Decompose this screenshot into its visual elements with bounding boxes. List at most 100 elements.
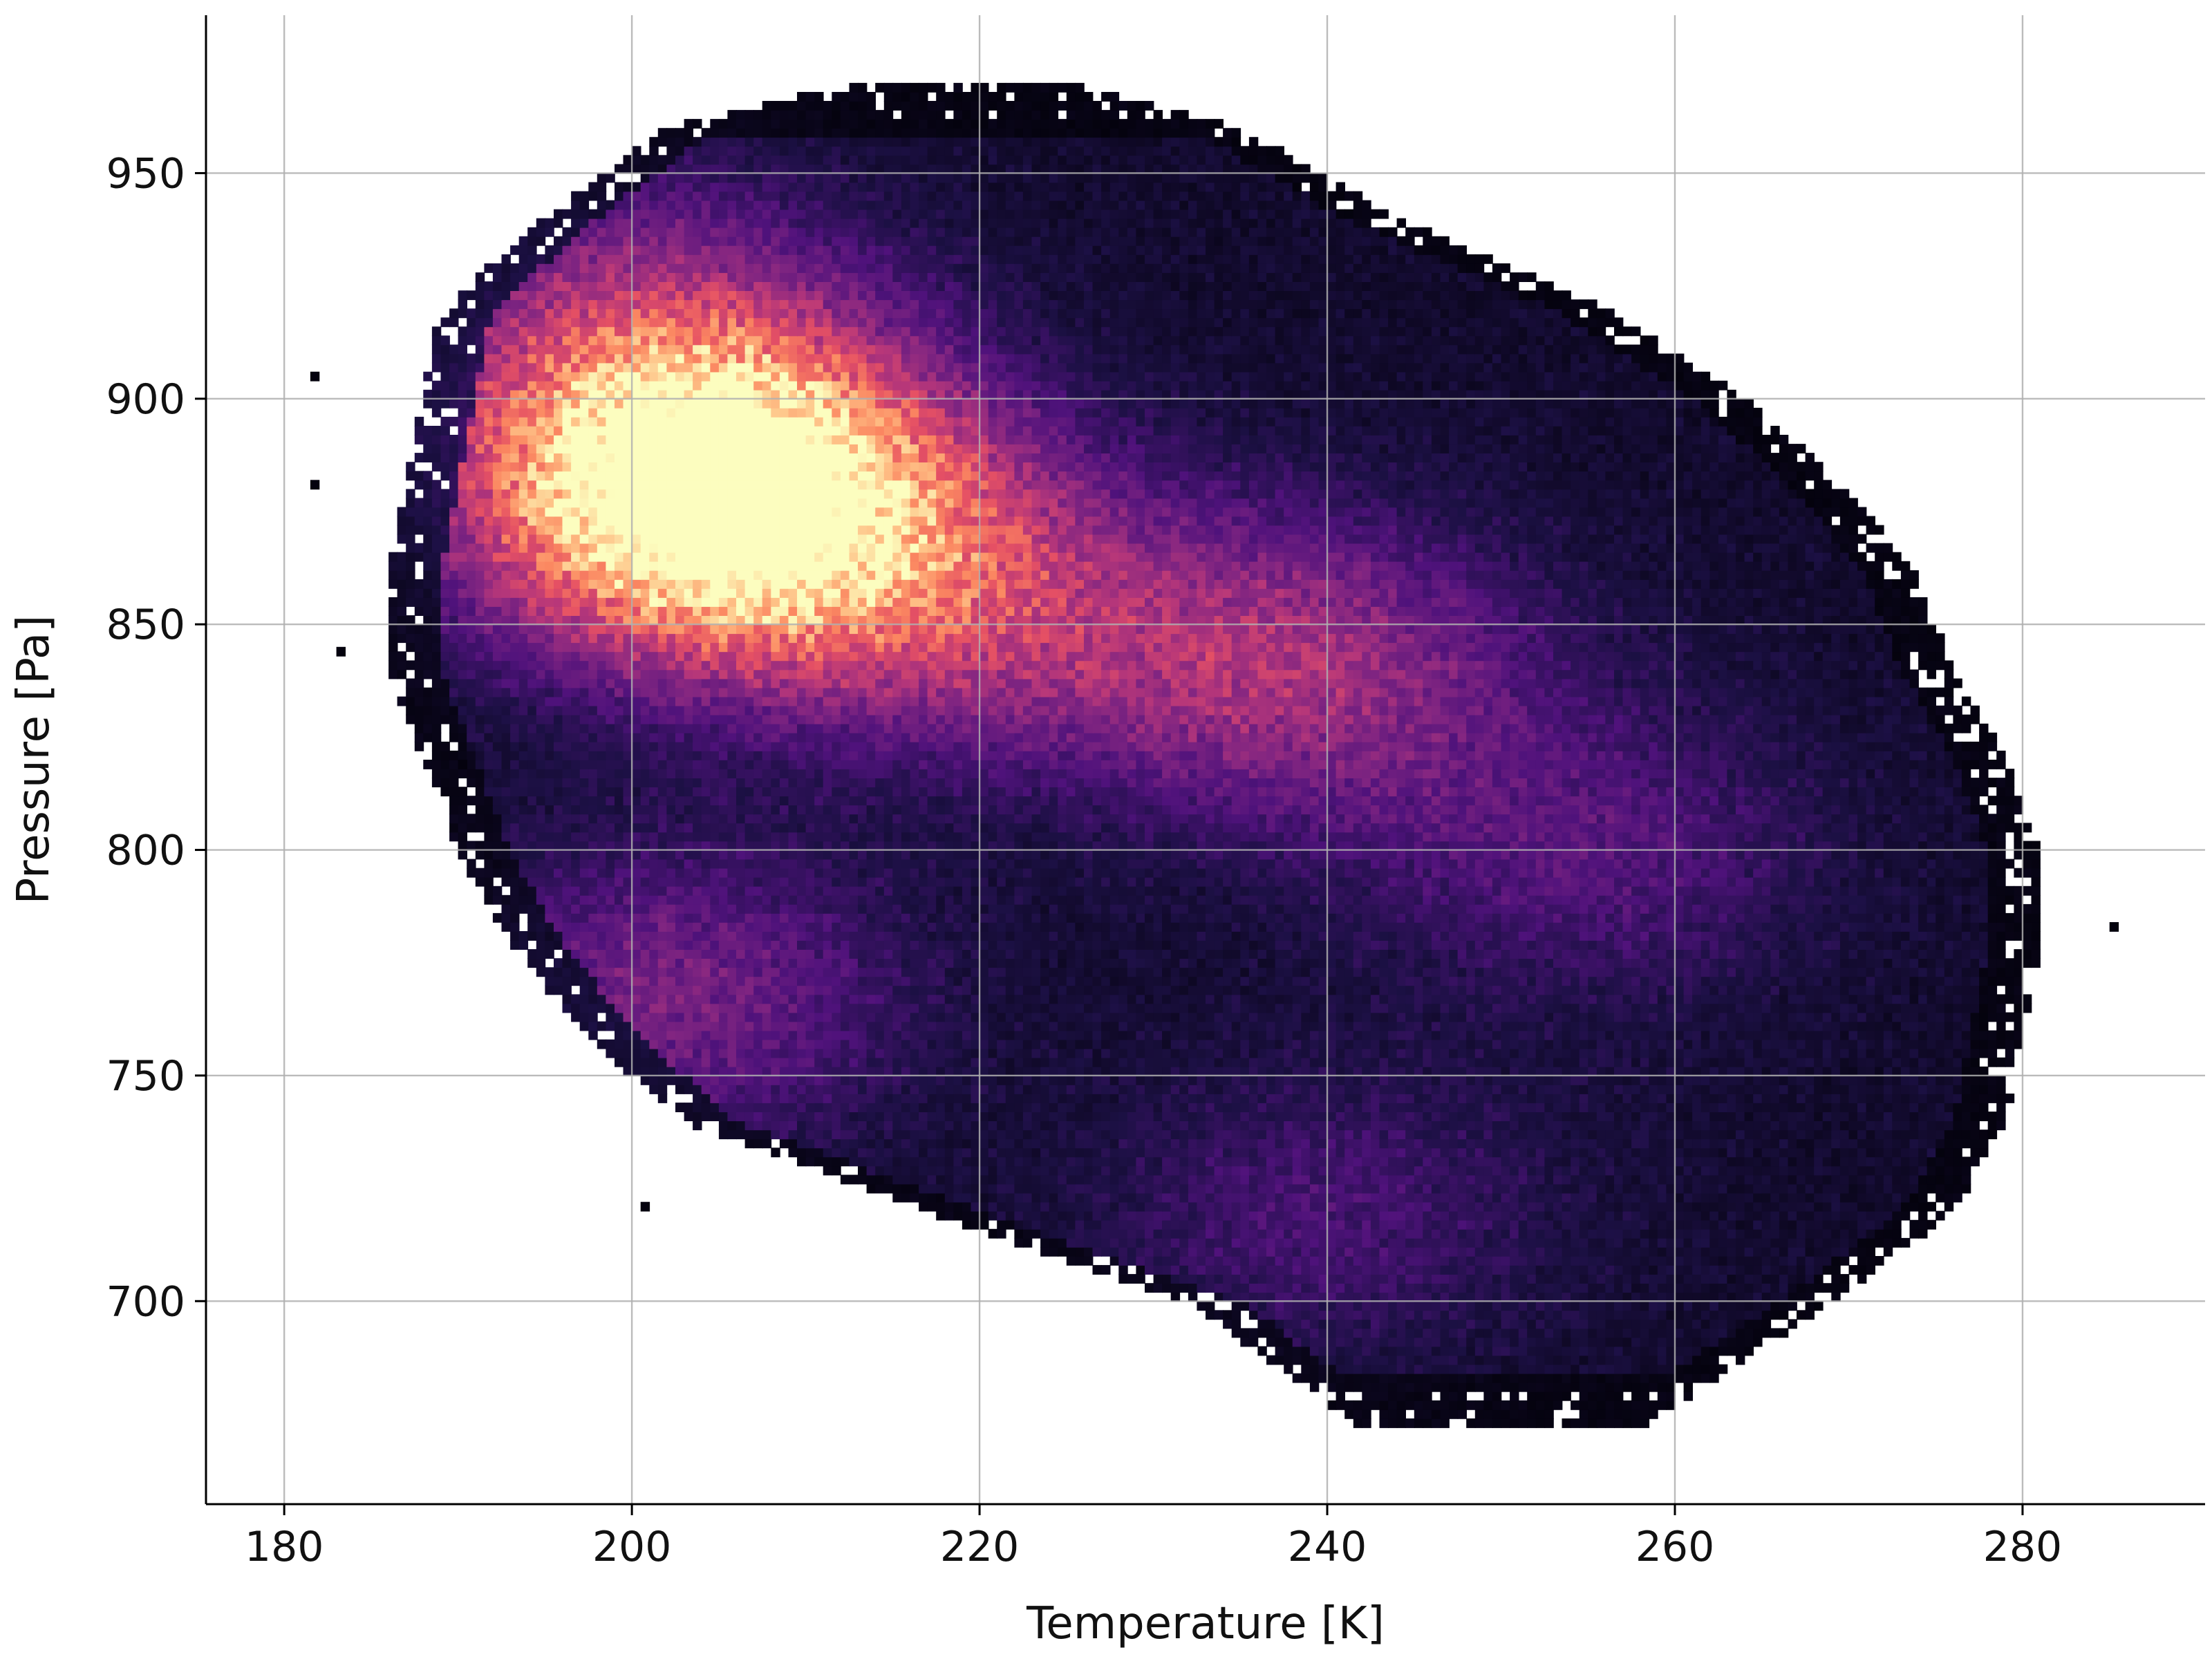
heatmap-cell	[1501, 1246, 1510, 1257]
heatmap-cell	[1223, 1147, 1232, 1158]
heatmap-cell	[1179, 1085, 1189, 1094]
heatmap-cell	[1657, 1274, 1667, 1284]
heatmap-cell	[1631, 1192, 1641, 1203]
heatmap-cell	[1510, 1165, 1519, 1176]
heatmap-cell	[1535, 1319, 1546, 1329]
heatmap-cell	[1405, 1103, 1415, 1112]
heatmap-cell	[840, 1003, 850, 1013]
heatmap-cell	[1518, 1021, 1528, 1031]
heatmap-cell	[1136, 1183, 1145, 1194]
heatmap-cell	[1944, 1156, 1954, 1167]
heatmap-cell	[988, 1085, 998, 1094]
heatmap-cell	[919, 1112, 928, 1121]
heatmap-cell	[1744, 1103, 1754, 1112]
heatmap-cell	[771, 1030, 780, 1040]
heatmap-cell	[1109, 1012, 1120, 1022]
heatmap-cell	[1449, 1085, 1459, 1094]
heatmap-cell	[1631, 1147, 1641, 1158]
heatmap-cell	[1353, 1382, 1363, 1392]
heatmap-cell	[1866, 1265, 1875, 1275]
heatmap-cell	[1379, 1256, 1389, 1266]
heatmap-cell	[1101, 1210, 1111, 1221]
heatmap-cell	[1779, 1183, 1789, 1194]
heatmap-cell	[1405, 1219, 1415, 1230]
heatmap-cell	[1779, 1328, 1789, 1338]
heatmap-cell	[1127, 1112, 1137, 1121]
heatmap-cell	[927, 1156, 937, 1167]
heatmap-cell	[910, 1165, 919, 1176]
heatmap-cell	[1118, 1112, 1128, 1121]
heatmap-cell	[1675, 1265, 1685, 1275]
heatmap-cell	[1040, 1156, 1050, 1167]
heatmap-cell	[1675, 1237, 1685, 1248]
heatmap-cell	[919, 1021, 928, 1031]
heatmap-cell	[1031, 1201, 1041, 1212]
heatmap-cell	[1822, 1012, 1833, 1022]
heatmap-cell	[1335, 1174, 1345, 1185]
heatmap-cell	[1518, 1012, 1528, 1022]
heatmap-cell	[1223, 1156, 1232, 1167]
heatmap-cell	[1257, 1219, 1267, 1230]
heatmap-cell	[1379, 1265, 1389, 1275]
heatmap-cell	[1518, 1355, 1528, 1365]
heatmap-cell	[1118, 1174, 1128, 1185]
heatmap-cell	[1466, 1328, 1476, 1338]
heatmap-cell	[1700, 1147, 1711, 1158]
heatmap-cell	[1883, 1121, 1893, 1131]
heatmap-cell	[1292, 1319, 1302, 1329]
heatmap-cell	[1883, 1246, 1893, 1257]
heatmap-cell	[1614, 1130, 1624, 1140]
heatmap-cell	[1327, 1301, 1337, 1311]
heatmap-cell	[1109, 1085, 1120, 1094]
heatmap-cell	[953, 1103, 963, 1112]
heatmap-cell	[1301, 1246, 1311, 1257]
heatmap-cell	[1588, 1409, 1597, 1419]
heatmap-cell	[1683, 1373, 1693, 1383]
heatmap-cell	[1579, 1283, 1589, 1293]
heatmap-cell	[1466, 1003, 1476, 1013]
heatmap-cell	[832, 1130, 841, 1140]
heatmap-cell	[1335, 1346, 1345, 1356]
heatmap-cell	[1240, 1256, 1250, 1266]
heatmap-cell	[1101, 1039, 1111, 1049]
heatmap-cell	[1761, 1030, 1772, 1040]
heatmap-cell	[1457, 1265, 1467, 1275]
heatmap-cell	[1197, 1066, 1206, 1076]
heatmap-cell	[1040, 1075, 1050, 1085]
heatmap-cell	[1631, 1346, 1641, 1356]
heatmap-cell	[1362, 1265, 1371, 1275]
heatmap-cell	[1170, 1147, 1181, 1158]
heatmap-cell	[1370, 1048, 1380, 1058]
heatmap-cell	[797, 1130, 807, 1140]
heatmap-cell	[1223, 1094, 1232, 1103]
heatmap-cell	[1596, 1094, 1606, 1103]
heatmap-cell	[1588, 1355, 1597, 1365]
heatmap-cell	[1075, 1112, 1085, 1121]
heatmap-cell	[988, 1147, 998, 1158]
heatmap-cell	[1335, 1156, 1345, 1167]
heatmap-cell	[1571, 1183, 1580, 1194]
heatmap-cell	[1631, 1355, 1641, 1365]
heatmap-cell	[1414, 1085, 1424, 1094]
heatmap-cell	[1275, 1265, 1284, 1275]
heatmap-cell	[1483, 1265, 1493, 1275]
heatmap-cell	[1562, 1265, 1571, 1275]
heatmap-cell	[1214, 1192, 1224, 1203]
heatmap-cell	[1275, 1355, 1284, 1365]
heatmap-cell	[1622, 1048, 1632, 1058]
heatmap-cell	[832, 1039, 841, 1049]
heatmap-cell	[1214, 1283, 1224, 1293]
heatmap-cell	[1683, 1183, 1693, 1194]
heatmap-cell	[666, 1066, 676, 1076]
heatmap-cell	[1953, 1121, 1962, 1131]
heatmap-cell	[1379, 1418, 1389, 1428]
heatmap-cell	[1614, 1337, 1624, 1347]
heatmap-cell	[1335, 1310, 1345, 1320]
heatmap-cell	[649, 1075, 659, 1085]
heatmap-cell	[1622, 1075, 1632, 1085]
heatmap-cell	[1927, 1147, 1936, 1158]
heatmap-cell	[1727, 1075, 1736, 1085]
heatmap-cell	[1353, 1138, 1363, 1149]
heatmap-cell	[1127, 1183, 1137, 1194]
heatmap-cell	[1353, 1103, 1363, 1112]
